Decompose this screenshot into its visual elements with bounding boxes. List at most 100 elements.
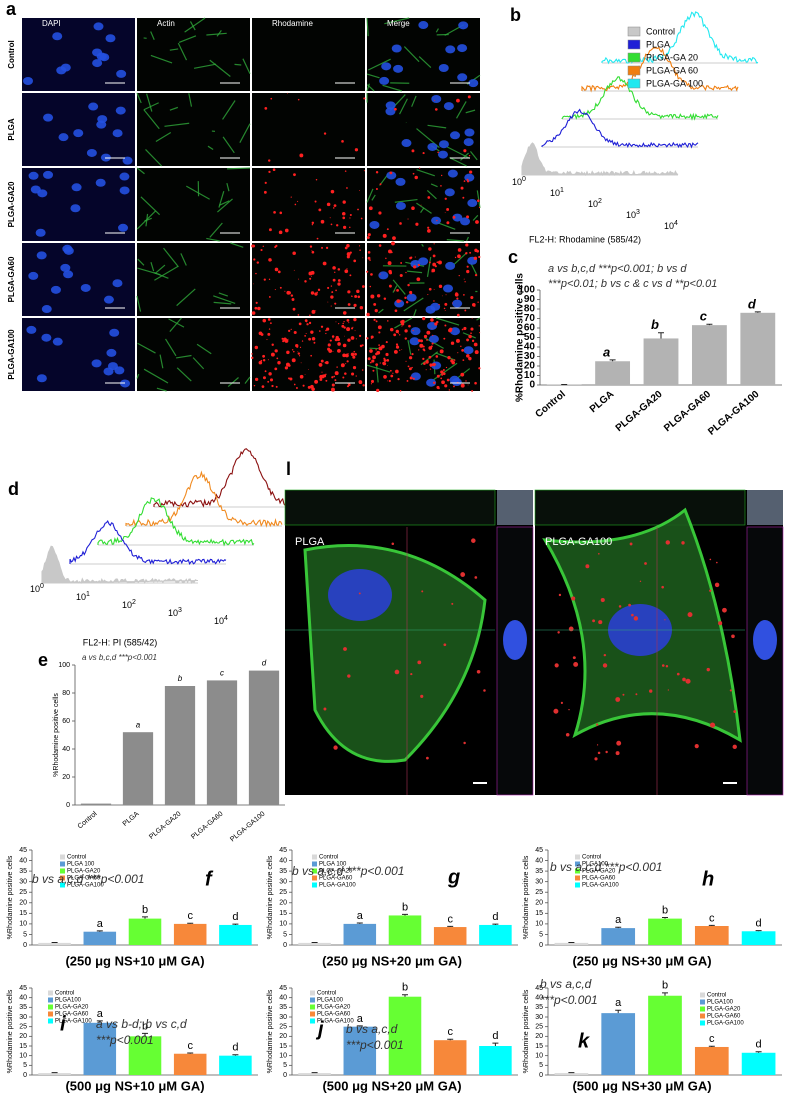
side-strip [496,526,534,796]
nucleus [449,375,460,384]
significance-letter: a [603,344,610,359]
rhodamine-dot [308,321,312,325]
rhodamine-dot [477,301,479,303]
rhodamine-dot [367,256,371,260]
tick-base: 10 [588,199,598,209]
actin-fiber [146,93,153,112]
y-tick-label: 15 [19,1043,27,1050]
significance-letter: a [357,910,364,922]
rhodamine-dot [454,256,457,259]
actin-fiber [227,377,239,388]
rhodamine-dot [431,327,433,329]
rhodamine-dot [440,377,443,380]
rhodamine-dot [560,701,563,705]
error-bar [708,1045,715,1047]
rhodamine-dot [346,243,350,248]
rhodamine-dot [375,349,377,351]
y-tick-label: 45 [279,847,287,854]
rhodamine-dot [399,300,402,302]
rhodamine-dot [352,355,356,359]
bar [554,1073,589,1075]
actin-fiber [180,253,187,266]
rhodamine-dot [388,249,392,254]
rhodamine-dot [342,376,345,379]
nucleus [70,204,81,213]
rhodamine-dot [372,355,376,360]
nucleus [95,178,106,187]
rhodamine-dot [401,322,405,326]
rhodamine-dot [463,741,466,745]
rhodamine-dot [301,340,304,342]
rhodamine-dot [366,270,369,273]
rhodamine-dot [319,365,321,367]
rhodamine-dot [300,362,302,364]
rhodamine-dot [331,383,335,387]
rhodamine-dot [332,278,336,282]
nucleus [395,177,406,186]
rhodamine-dot [350,352,355,357]
rhodamine-dot [286,350,290,355]
rhodamine-dot [347,290,351,294]
y-tick-label: 25 [19,1024,27,1031]
annotation: b vs a,c,d [346,1022,398,1036]
actin-fiber [154,264,166,275]
bar [601,1013,636,1075]
rhodamine-dot [342,343,347,348]
rhodamine-dot [464,309,467,312]
nucleus [379,76,390,85]
rhodamine-dot [358,334,362,338]
nucleus [99,53,110,62]
significance-letter: c [447,1026,453,1038]
nucleus [92,59,103,68]
legend-swatch [575,854,580,860]
rhodamine-dot [267,380,270,383]
nucleus [122,156,133,165]
rhodamine-dot [471,317,473,319]
rhodamine-dot [269,322,272,325]
legend-swatch [312,875,317,881]
actin-fiber [430,183,438,188]
annotation: a vs b,c,d ***p<0.001; b vs d [548,263,687,275]
rhodamine-dot [279,286,282,289]
legend-label: PLGA-GA100 [55,1019,92,1025]
rhodamine-dot [440,185,442,187]
actin-fiber [407,270,423,274]
legend-label: PLGA 100 [67,862,95,868]
rhodamine-dot [457,248,462,252]
panel-label: h [702,868,714,890]
rhodamine-dot [389,171,393,175]
rhodamine-dot [252,244,256,248]
actin-fiber [413,309,417,317]
y-tick-label: 90 [524,294,536,305]
rhodamine-dot [468,154,471,157]
y-tick-label: 35 [535,868,543,875]
rhodamine-dot [323,707,327,711]
legend-label: Control [317,991,336,997]
y-tick-label: 10 [535,1053,543,1060]
rhodamine-dot [598,620,603,625]
row-label: PLGA [7,118,16,140]
actin-fiber [207,145,214,151]
rhodamine-dot [395,369,399,374]
bar [740,312,776,385]
tick-exp: 1 [86,591,90,598]
rhodamine-dot [479,332,481,334]
rhodamine-dot [379,183,382,186]
micrograph [22,168,135,241]
y-tick-label: 0 [283,942,287,949]
rhodamine-dot [429,368,432,370]
nucleus [112,279,123,288]
rhodamine-dot [396,288,399,292]
rhodamine-dot [444,302,448,306]
rhodamine-dot [383,374,387,379]
rhodamine-dot [470,327,474,331]
image-bg [252,243,365,316]
nucleus [86,148,97,157]
nucleus [107,362,118,371]
nucleus [115,106,126,115]
rhodamine-dot [422,345,425,348]
rhodamine-dot [417,339,421,343]
rhodamine-dot [396,299,401,304]
rhodamine-dot [293,350,295,353]
rhodamine-dot [331,387,335,392]
